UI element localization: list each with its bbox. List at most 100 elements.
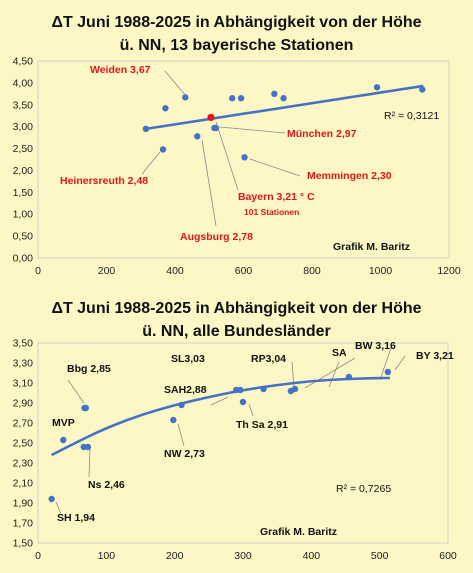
chart2-data-point bbox=[178, 401, 185, 409]
chart2-data-point bbox=[345, 373, 353, 381]
annotation-heinersreuth: Heinersreuth 2,48 bbox=[60, 175, 148, 187]
annotation-stationen: 101 Stationen bbox=[244, 207, 299, 217]
chart2-xtick-label: 300 bbox=[234, 550, 252, 562]
chart2-data-point bbox=[239, 398, 247, 406]
chart1-ytick-label: 4,00 bbox=[13, 77, 34, 89]
chart1-ytick-label: 4,50 bbox=[13, 56, 34, 68]
annotation-weiden: Weiden 3,67 bbox=[90, 64, 151, 76]
chart2-ytick-label: 2,70 bbox=[13, 418, 34, 430]
chart2-data-point bbox=[384, 368, 392, 376]
chart2-data-point bbox=[60, 436, 67, 444]
chart2-xtick-label: 100 bbox=[98, 550, 116, 562]
chart2-plot-area bbox=[37, 342, 449, 544]
chart2-data-point bbox=[48, 495, 55, 503]
chart2-ytick-label: 3,30 bbox=[13, 358, 34, 370]
chart1-data-point bbox=[237, 95, 245, 102]
chart1-ytick-label: 3,50 bbox=[13, 99, 34, 111]
annotation-leader-memmingen bbox=[249, 158, 301, 177]
chart2-point-label: NW 2,73 bbox=[164, 448, 205, 460]
chart2-point-label: BW 3,16 bbox=[355, 340, 396, 352]
chart1-ytick-label: 0,00 bbox=[13, 253, 34, 265]
chart2-leaders bbox=[55, 347, 406, 515]
annotation-leader-heinersreuth bbox=[141, 151, 161, 175]
chart2-point-label: RP3,04 bbox=[251, 353, 286, 365]
annotation-leader-weiden bbox=[164, 70, 187, 97]
chart2-point-label: Th Sa 2,91 bbox=[236, 419, 288, 431]
chart2-data-point bbox=[291, 385, 299, 393]
chart1-ytick-label: 3,00 bbox=[13, 121, 34, 133]
chart1-xtick-label: 400 bbox=[166, 265, 184, 277]
chart1-ytick-label: 2,00 bbox=[13, 165, 34, 177]
chart2-trendline bbox=[51, 376, 390, 457]
chart2-point-label: MVP bbox=[52, 417, 75, 429]
chart2-ytick-label: 2,90 bbox=[13, 398, 34, 410]
chart1-xtick-label: 600 bbox=[235, 265, 253, 277]
chart2-xtick-label: 200 bbox=[166, 550, 184, 562]
annotation-bayern: Bayern 3,21 ° C bbox=[238, 191, 315, 203]
chart2-data-point bbox=[82, 404, 90, 412]
chart2-credit: Grafik M. Baritz bbox=[260, 526, 337, 538]
annotation-leader-augsburg bbox=[201, 139, 217, 227]
chart2-point-label: Ns 2,46 bbox=[88, 479, 125, 491]
chart2-xtick-label: 0 bbox=[35, 550, 41, 562]
chart1-data-point bbox=[280, 95, 287, 102]
chart2-point-label: SL3,03 bbox=[171, 353, 205, 365]
chart2-xtick-label: 500 bbox=[371, 550, 389, 562]
chart2-data-point bbox=[84, 443, 92, 451]
chart1-bayern-highlight-point bbox=[207, 113, 215, 122]
chart1-xtick-label: 0 bbox=[35, 265, 41, 277]
chart1-title-line2: ü. NN, 13 bayerische Stationen bbox=[119, 37, 354, 54]
annotation-augsburg: Augsburg 2,78 bbox=[180, 231, 253, 243]
chart1-xtick-label: 800 bbox=[303, 265, 321, 277]
chart1-xtick-label: 200 bbox=[98, 265, 116, 277]
chart1-credit: Grafik M. Baritz bbox=[333, 241, 410, 253]
chart2-ytick-label: 2,30 bbox=[13, 458, 34, 470]
chart1-data-point bbox=[194, 133, 201, 140]
chart1-data-point bbox=[241, 154, 248, 161]
chart1-ytick-label: 1,50 bbox=[13, 187, 34, 199]
chart2-ytick-label: 1,90 bbox=[13, 498, 34, 510]
chart1-data-point bbox=[419, 86, 426, 93]
chart2-ytick-label: 2,10 bbox=[13, 478, 34, 490]
chart1-data-point bbox=[142, 125, 150, 133]
chart1-ytick-label: 0,50 bbox=[13, 231, 34, 243]
chart2-data-point bbox=[170, 416, 177, 424]
chart1-data-point bbox=[162, 105, 169, 112]
chart1-ytick-label: 1,00 bbox=[13, 209, 34, 221]
chart2-data-point bbox=[237, 386, 244, 394]
annotation-leader-muenchen bbox=[219, 126, 286, 134]
chart1-data-point bbox=[228, 95, 236, 102]
chart2-ytick-label: 3,10 bbox=[13, 378, 34, 390]
chart1-data-point bbox=[159, 146, 167, 153]
chart1-xtick-label: 1200 bbox=[437, 265, 461, 277]
chart2-title-line2: ü. NN, alle Bundesländer bbox=[142, 323, 331, 340]
annotation-memmingen: Memmingen 2,30 bbox=[307, 170, 392, 182]
chart2-xtick-label: 400 bbox=[303, 550, 321, 562]
chart2-ytick-label: 1,70 bbox=[13, 518, 34, 530]
annotation-leader-bayern bbox=[215, 121, 239, 191]
chart2-point-label: BY 3,21 bbox=[416, 350, 454, 362]
chart1-xtick-label: 1000 bbox=[369, 265, 393, 277]
chart1-data-point bbox=[182, 94, 189, 101]
chart2-r2: R² = 0,7265 bbox=[336, 483, 391, 495]
chart2-xtick-label: 600 bbox=[439, 550, 457, 562]
chart2: 1,50 1,70 1,90 2,10 2,30 2,50 2,70 2,90 3,10 3,30… bbox=[13, 338, 457, 563]
chart1-trendline bbox=[145, 84, 424, 131]
chart2-ytick-label: 2,50 bbox=[13, 438, 34, 450]
chart2-point-label: Bbg 2,85 bbox=[67, 363, 111, 375]
chart1-data-point bbox=[271, 90, 278, 98]
chart2-point-label: SA bbox=[332, 347, 347, 359]
chart2-point-label: SAH2,88 bbox=[164, 384, 207, 396]
chart1-annotations: Weiden 3,67 München 2,97 Heinersreuth 2,… bbox=[60, 64, 439, 253]
chart2-ytick-label: 1,50 bbox=[13, 538, 34, 550]
chart2-point-label: SH 1,94 bbox=[57, 512, 95, 524]
chart1-ytick-label: 2,50 bbox=[13, 143, 34, 155]
chart1-data-point bbox=[373, 84, 381, 91]
chart1-r2: R² = 0,3121 bbox=[384, 110, 439, 122]
chart1: 0,00 0,50 1,00 1,50 2,00 2,50 3,00 3,50 4,00 4,50… bbox=[13, 56, 461, 278]
chart2-data-point bbox=[260, 385, 267, 393]
annotation-muenchen: München 2,97 bbox=[287, 128, 357, 140]
chart1-title-line1: ΔT Juni 1988-2025 in Abhängigkeit von de… bbox=[51, 14, 422, 31]
chart2-title-line1: ΔT Juni 1988-2025 in Abhängigkeit von de… bbox=[51, 300, 422, 317]
